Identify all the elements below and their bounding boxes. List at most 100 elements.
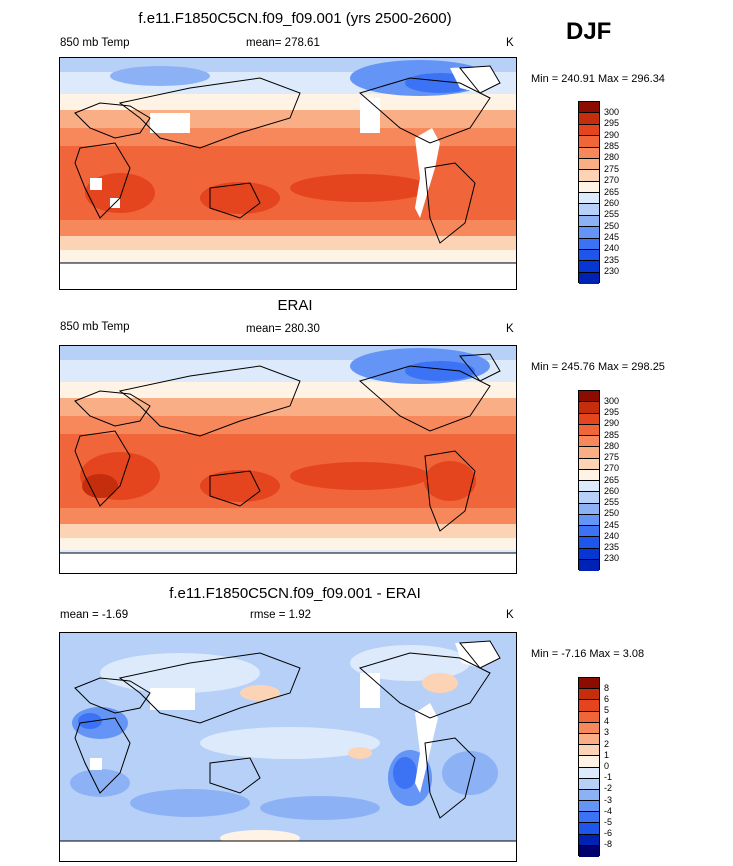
colorbar-frame: [578, 677, 600, 857]
colorbar-swatch: [579, 537, 599, 549]
colorbar-tick-label: 230: [604, 553, 620, 564]
panel-3-colorbar: 8 6 5 4 3 2 1 0 -1 -2 -3 -4 -5 -6 -8: [578, 677, 638, 857]
panel-3-title: f.e11.F1850C5CN.f09_f09.001 - ERAI: [169, 585, 421, 602]
panel-1-colorbar: 300 295 290 285 280 275 270 265 260 255 250 245 240 2…: [578, 101, 638, 284]
colorbar-swatch: [579, 700, 599, 712]
colorbar-tick-label: -4: [604, 805, 613, 816]
colorbar-swatch: [579, 481, 599, 493]
colorbar-swatch: [579, 158, 599, 171]
colorbar-swatch: [579, 402, 599, 414]
colorbar-swatch: [579, 823, 599, 835]
panel-2-minmax: Min = 245.76 Max = 298.25: [531, 361, 665, 373]
colorbar-tick-label: 290: [604, 129, 620, 140]
panel-1-map: [59, 57, 517, 290]
colorbar-tick-label: 6: [604, 693, 610, 704]
colorbar-tick-label: 295: [604, 407, 620, 417]
colorbar-swatch: [579, 503, 599, 515]
panel-1-variable-label: 850 mb Temp: [60, 37, 130, 49]
colorbar-swatch: [579, 102, 599, 114]
colorbar-swatch: [579, 181, 599, 193]
colorbar-tick-label: 1: [604, 749, 610, 760]
colorbar-tick-label: 2: [604, 738, 610, 749]
colorbar-swatch: [579, 413, 599, 425]
colorbar-swatch: [579, 447, 599, 459]
colorbar-tick-label: 250: [604, 508, 620, 519]
colorbar-swatch: [579, 526, 599, 538]
colorbar-swatch: [579, 272, 599, 284]
colorbar-tick-label: 255: [604, 209, 620, 220]
colorbar-tick-label: 255: [604, 497, 620, 507]
colorbar-swatch: [579, 124, 599, 137]
colorbar-swatch: [579, 711, 599, 723]
colorbar-swatch: [579, 678, 599, 690]
colorbar-tick-label: 270: [604, 175, 620, 186]
colorbar-swatch: [579, 204, 599, 216]
panel-1-minmax: Min = 240.91 Max = 296.34: [531, 73, 665, 85]
panel-1-mean-label: mean= 278.61: [246, 37, 320, 49]
colorbar-tick-label: 285: [604, 429, 620, 440]
colorbar-tick-label: 295: [604, 118, 620, 129]
colorbar-frame: [578, 101, 600, 284]
colorbar-tick-label: 280: [604, 440, 620, 451]
colorbar-swatch: [579, 193, 599, 205]
panel-2-variable-label: 850 mb Temp: [60, 321, 130, 333]
colorbar-swatch: [579, 391, 599, 403]
colorbar-tick-label: -1: [604, 772, 613, 783]
colorbar-swatch: [579, 745, 599, 757]
colorbar-swatch: [579, 261, 599, 273]
colorbar-swatch: [579, 469, 599, 481]
colorbar-tick-label: 245: [604, 232, 620, 242]
colorbar-tick-label: 265: [604, 474, 620, 485]
colorbar-tick-label: 235: [604, 542, 620, 552]
season-label: DJF: [566, 18, 612, 45]
colorbar-swatch: [579, 170, 599, 182]
colorbar-tick-label: 240: [604, 243, 620, 254]
panel-1-units-label: K: [506, 37, 514, 49]
colorbar-swatch: [579, 778, 599, 790]
colorbar-swatch: [579, 113, 599, 125]
colorbar-tick-label: 230: [604, 266, 620, 277]
panel-3-rmse-label: rmse = 1.92: [250, 609, 312, 621]
colorbar-tick-label: 260: [604, 197, 620, 208]
panel-3-mean-label: mean = -1.69: [60, 609, 129, 621]
colorbar-swatch: [579, 733, 599, 746]
colorbar-swatch: [579, 238, 599, 250]
colorbar-tick-label: 300: [604, 395, 620, 406]
colorbar-tick-label: -5: [604, 816, 613, 827]
colorbar-tick-label: 265: [604, 186, 620, 197]
colorbar-tick-label: 275: [604, 163, 620, 174]
colorbar-tick-label: 8: [604, 682, 610, 693]
colorbar-swatch: [579, 424, 599, 436]
colorbar-frame: [578, 390, 600, 571]
colorbar-tick-label: 290: [604, 418, 620, 429]
panel-2-map: [59, 345, 517, 574]
colorbar-tick-label: -3: [604, 794, 613, 805]
colorbar-tick-label: -6: [604, 828, 613, 839]
colorbar-tick-label: 0: [604, 761, 610, 771]
colorbar-tick-label: 300: [604, 106, 620, 117]
colorbar-tick-label: 4: [604, 716, 610, 727]
colorbar-tick-label: 240: [604, 530, 620, 541]
colorbar-swatch: [579, 767, 599, 779]
panel-3-minmax: Min = -7.16 Max = 3.08: [531, 648, 645, 660]
colorbar-swatch: [579, 147, 599, 159]
colorbar-swatch: [579, 249, 599, 262]
colorbar-swatch: [579, 789, 599, 802]
colorbar-tick-label: 275: [604, 452, 620, 462]
panel-2-title: ERAI: [277, 297, 313, 314]
colorbar-swatch: [579, 689, 599, 701]
colorbar-swatch: [579, 834, 599, 846]
colorbar-swatch: [579, 756, 599, 768]
colorbar-tick-label: -8: [604, 839, 613, 850]
colorbar-tick-label: 5: [604, 705, 610, 716]
colorbar-swatch: [579, 458, 599, 470]
colorbar-tick-label: 280: [604, 152, 620, 163]
panel-3-units-label: K: [506, 609, 514, 621]
colorbar-swatch: [579, 227, 599, 239]
colorbar-swatch: [579, 514, 599, 526]
colorbar-tick-label: 260: [604, 485, 620, 496]
colorbar-tick-label: 250: [604, 220, 620, 231]
panel-2-mean-label: mean= 280.30: [246, 323, 320, 335]
colorbar-tick-label: -2: [604, 783, 613, 794]
colorbar-swatch: [579, 215, 599, 228]
